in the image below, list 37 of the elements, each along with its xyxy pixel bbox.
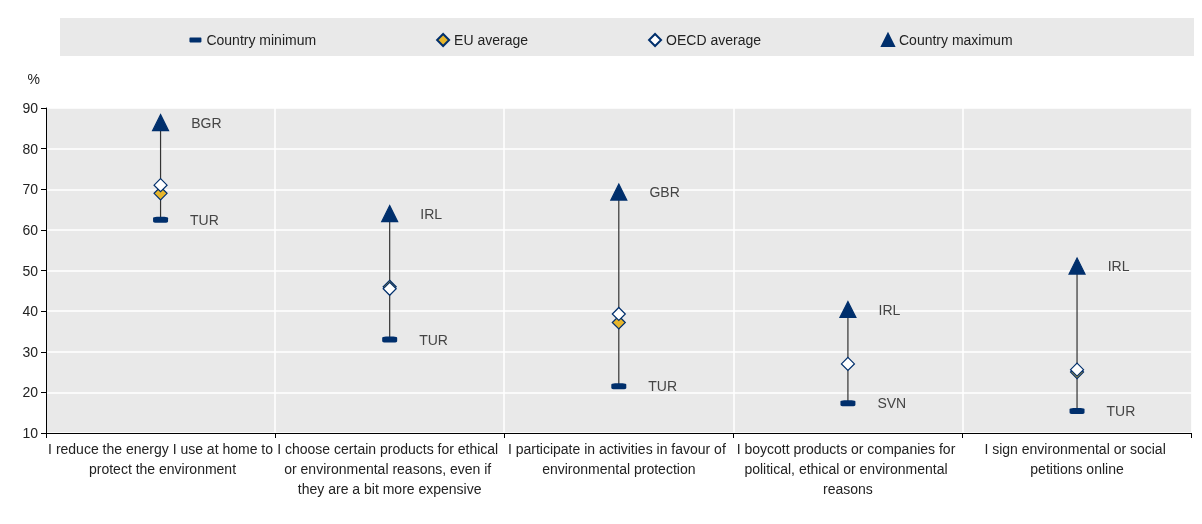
point bbox=[1068, 257, 1086, 275]
x-tick-label: I boycott products or companies for political, ethical or environmental reasons bbox=[736, 441, 960, 497]
y-tick-label: 20 bbox=[22, 384, 39, 401]
point bbox=[839, 300, 857, 319]
data-label: TUR bbox=[419, 331, 448, 348]
legend-label: OECD average bbox=[666, 32, 762, 48]
data-label: BGR bbox=[191, 114, 222, 131]
y-tick-label: 40 bbox=[22, 303, 39, 320]
x-tick-label: I reduce the energy I use at home to protect the environment bbox=[48, 441, 274, 477]
data-label: TUR bbox=[648, 378, 678, 395]
x-tick-label: I sign environmental or social petitions online bbox=[984, 441, 1170, 477]
data-label: TUR bbox=[1106, 403, 1136, 420]
x-tick-label: I participate in activities in favour of environmental protection bbox=[507, 441, 730, 477]
y-tick-label: 30 bbox=[22, 343, 39, 360]
data-label: IRL bbox=[1107, 258, 1130, 275]
point bbox=[840, 356, 856, 372]
y-tick-label: 90 bbox=[22, 100, 39, 116]
data-label: IRL bbox=[878, 301, 901, 318]
legend-label: Country minimum bbox=[206, 32, 317, 48]
y-tick-label: 80 bbox=[22, 140, 39, 157]
y-tick-label: 50 bbox=[22, 262, 39, 279]
data-label: SVN bbox=[877, 395, 907, 412]
data-label: TUR bbox=[190, 211, 219, 228]
point bbox=[381, 205, 399, 223]
point bbox=[611, 306, 626, 322]
y-tick-label: 70 bbox=[22, 181, 39, 198]
y-axis-title: % bbox=[27, 71, 40, 87]
x-tick-label: I choose certain products for ethical or environmental reasons, even if they are a bit more expensive bbox=[277, 441, 503, 497]
y-tick-label: 60 bbox=[22, 221, 39, 238]
y-tick-label: 10 bbox=[22, 425, 39, 441]
data-label: IRL bbox=[420, 205, 443, 222]
legend-label: Country maximum bbox=[898, 32, 1013, 48]
data-label: GBR bbox=[649, 184, 680, 201]
point bbox=[153, 178, 168, 193]
point bbox=[610, 183, 628, 201]
point bbox=[151, 114, 170, 132]
legend-label: EU average bbox=[454, 32, 529, 48]
